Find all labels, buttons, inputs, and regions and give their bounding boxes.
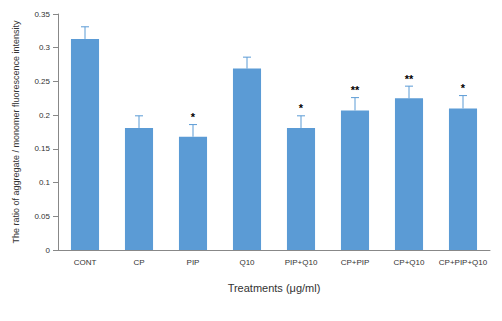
svg-text:CP+PIP: CP+PIP — [341, 258, 370, 267]
svg-text:Treatments (μg/ml): Treatments (μg/ml) — [228, 282, 321, 294]
svg-text:0.05: 0.05 — [34, 212, 50, 221]
svg-text:**: ** — [351, 84, 360, 96]
svg-text:0.2: 0.2 — [39, 111, 51, 120]
svg-text:*: * — [191, 111, 196, 123]
svg-text:0: 0 — [46, 246, 51, 255]
svg-text:The ratio of aggregate / monom: The ratio of aggregate / monomer fluores… — [11, 20, 21, 244]
svg-text:0.1: 0.1 — [39, 178, 51, 187]
svg-text:CP: CP — [133, 258, 144, 267]
svg-text:0.3: 0.3 — [39, 43, 51, 52]
svg-text:PIP: PIP — [187, 258, 200, 267]
svg-text:CP+PIP+Q10: CP+PIP+Q10 — [439, 258, 488, 267]
svg-text:Q10: Q10 — [239, 258, 255, 267]
svg-text:CP+Q10: CP+Q10 — [394, 258, 425, 267]
svg-text:**: ** — [405, 73, 414, 85]
svg-text:CONT: CONT — [74, 258, 97, 267]
svg-text:*: * — [461, 82, 466, 94]
svg-text:*: * — [299, 102, 304, 114]
svg-text:PIP+Q10: PIP+Q10 — [285, 258, 318, 267]
svg-text:0.35: 0.35 — [34, 10, 50, 19]
svg-text:0.25: 0.25 — [34, 77, 50, 86]
svg-text:0.15: 0.15 — [34, 144, 50, 153]
